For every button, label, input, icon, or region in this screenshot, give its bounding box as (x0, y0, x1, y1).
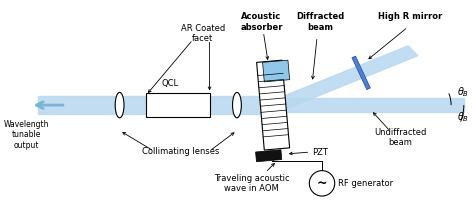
Text: Acoustic
absorber: Acoustic absorber (240, 12, 283, 32)
Text: Wavelength
tunable
output: Wavelength tunable output (4, 120, 49, 150)
Ellipse shape (233, 92, 241, 118)
Text: ~: ~ (317, 177, 328, 190)
Text: $\theta_B$: $\theta_B$ (457, 110, 469, 124)
Text: Collimating lenses: Collimating lenses (142, 147, 219, 156)
Text: $\theta_B$: $\theta_B$ (457, 86, 469, 99)
Polygon shape (38, 96, 271, 114)
Text: Undiffracted
beam: Undiffracted beam (374, 128, 427, 147)
Text: High R mirror: High R mirror (378, 12, 442, 21)
Text: AR Coated
facet: AR Coated facet (181, 24, 225, 43)
Text: PZT: PZT (312, 148, 328, 157)
Text: RF generator: RF generator (337, 179, 393, 188)
Polygon shape (275, 98, 464, 112)
Polygon shape (271, 46, 418, 111)
Polygon shape (255, 150, 282, 162)
Bar (146, 93, 210, 117)
Text: Traveling acoustic
wave in AOM: Traveling acoustic wave in AOM (214, 174, 290, 193)
Text: Diffracted
beam: Diffracted beam (296, 12, 344, 32)
Ellipse shape (115, 92, 124, 118)
Polygon shape (256, 60, 290, 150)
Polygon shape (352, 56, 370, 90)
Circle shape (310, 171, 335, 196)
Text: QCL: QCL (162, 79, 179, 88)
Polygon shape (263, 60, 290, 82)
